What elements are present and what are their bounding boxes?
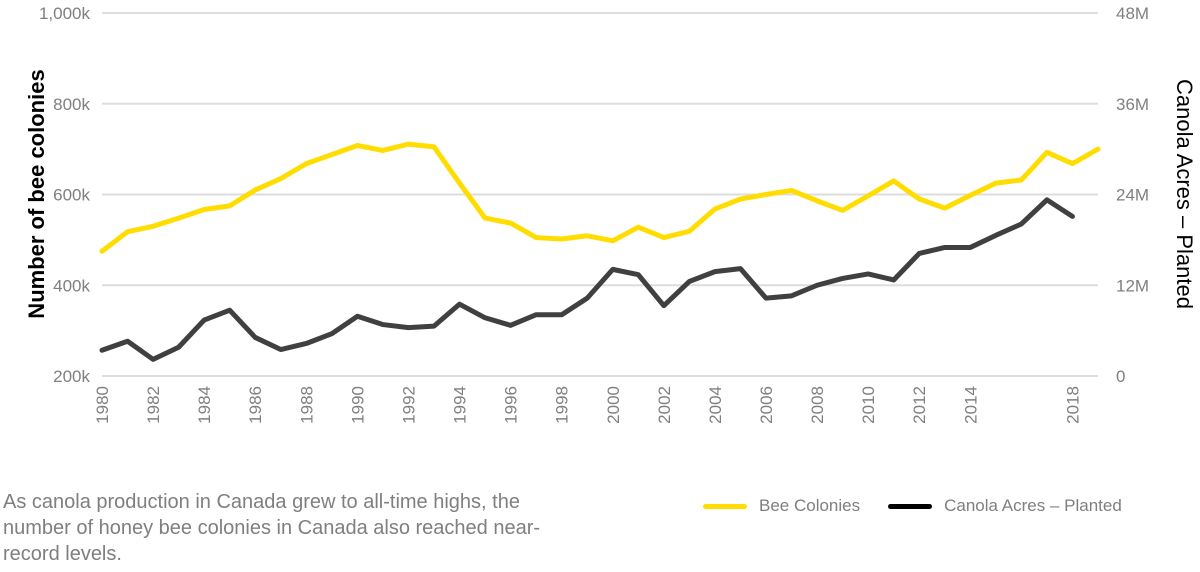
x-axis-tick-label: 2004 xyxy=(706,386,725,424)
legend-swatch-bee-colonies xyxy=(703,503,747,509)
x-axis-tick-label: 1988 xyxy=(297,386,316,424)
left-axis-tick-label: 200k xyxy=(53,367,90,386)
x-axis-tick-label: 2010 xyxy=(859,386,878,424)
right-axis-title: Canola Acres – Planted xyxy=(1172,79,1197,309)
x-axis-tick-label: 2012 xyxy=(910,386,929,424)
right-axis-ticks: 0 12M 24M 36M 48M xyxy=(1116,4,1149,386)
left-axis-tick-label: 400k xyxy=(53,276,90,295)
right-axis-tick-label: 12M xyxy=(1116,276,1149,295)
series-lines xyxy=(99,141,1101,362)
x-axis-tick-label: 2000 xyxy=(604,386,623,424)
legend-label-canola-acres: Canola Acres – Planted xyxy=(944,496,1122,515)
legend-item-canola-acres: Canola Acres – Planted xyxy=(888,496,1122,516)
x-axis-tick-label: 1986 xyxy=(246,386,265,424)
canola-acres-line xyxy=(99,197,1075,362)
bee-colonies-line xyxy=(99,141,1101,254)
x-axis-tick-label: 2002 xyxy=(655,386,674,424)
gridlines xyxy=(102,12,1098,377)
x-axis-tick-label: 1982 xyxy=(144,386,163,424)
x-axis-tick-label: 2014 xyxy=(961,386,980,424)
legend-item-bee-colonies: Bee Colonies xyxy=(703,496,860,516)
x-axis-tick-label: 1990 xyxy=(348,386,367,424)
x-axis-tick-label: 1992 xyxy=(399,386,418,424)
x-axis-tick-label: 1980 xyxy=(93,386,112,424)
x-axis-tick-label: 2006 xyxy=(757,386,776,424)
legend-label-bee-colonies: Bee Colonies xyxy=(759,496,861,515)
left-axis-ticks: 200k 400k 600k 800k 1,000k xyxy=(39,4,91,386)
dual-axis-line-chart: 200k 400k 600k 800k 1,000k 0 12M 24M 36M 48M 198… xyxy=(24,4,1197,424)
left-axis-title: Number of bee colonies xyxy=(24,69,49,318)
chart-caption: As canola production in Canada grew to a… xyxy=(3,491,541,565)
legend: Bee Colonies Canola Acres – Planted xyxy=(703,496,1150,516)
left-axis-tick-label: 800k xyxy=(53,95,90,114)
left-axis-tick-label: 1,000k xyxy=(39,4,91,23)
x-axis-tick-label: 1994 xyxy=(451,386,470,424)
left-axis-tick-label: 600k xyxy=(53,186,90,205)
right-axis-tick-label: 24M xyxy=(1116,186,1149,205)
x-axis-tick-label: 1998 xyxy=(553,386,572,424)
x-axis-tick-label: 1996 xyxy=(502,386,521,424)
right-axis-tick-label: 0 xyxy=(1116,367,1125,386)
right-axis-tick-label: 36M xyxy=(1116,95,1149,114)
right-axis-tick-label: 48M xyxy=(1116,4,1149,23)
x-axis-ticks: 1980 1982 1984 1986 1988 1990 1992 1994 1996 1998… xyxy=(93,386,1082,424)
x-axis-tick-label: 2018 xyxy=(1063,386,1082,424)
legend-swatch-canola-acres xyxy=(888,503,933,509)
x-axis-tick-label: 1984 xyxy=(195,386,214,424)
x-axis-tick-label: 2008 xyxy=(808,386,827,424)
